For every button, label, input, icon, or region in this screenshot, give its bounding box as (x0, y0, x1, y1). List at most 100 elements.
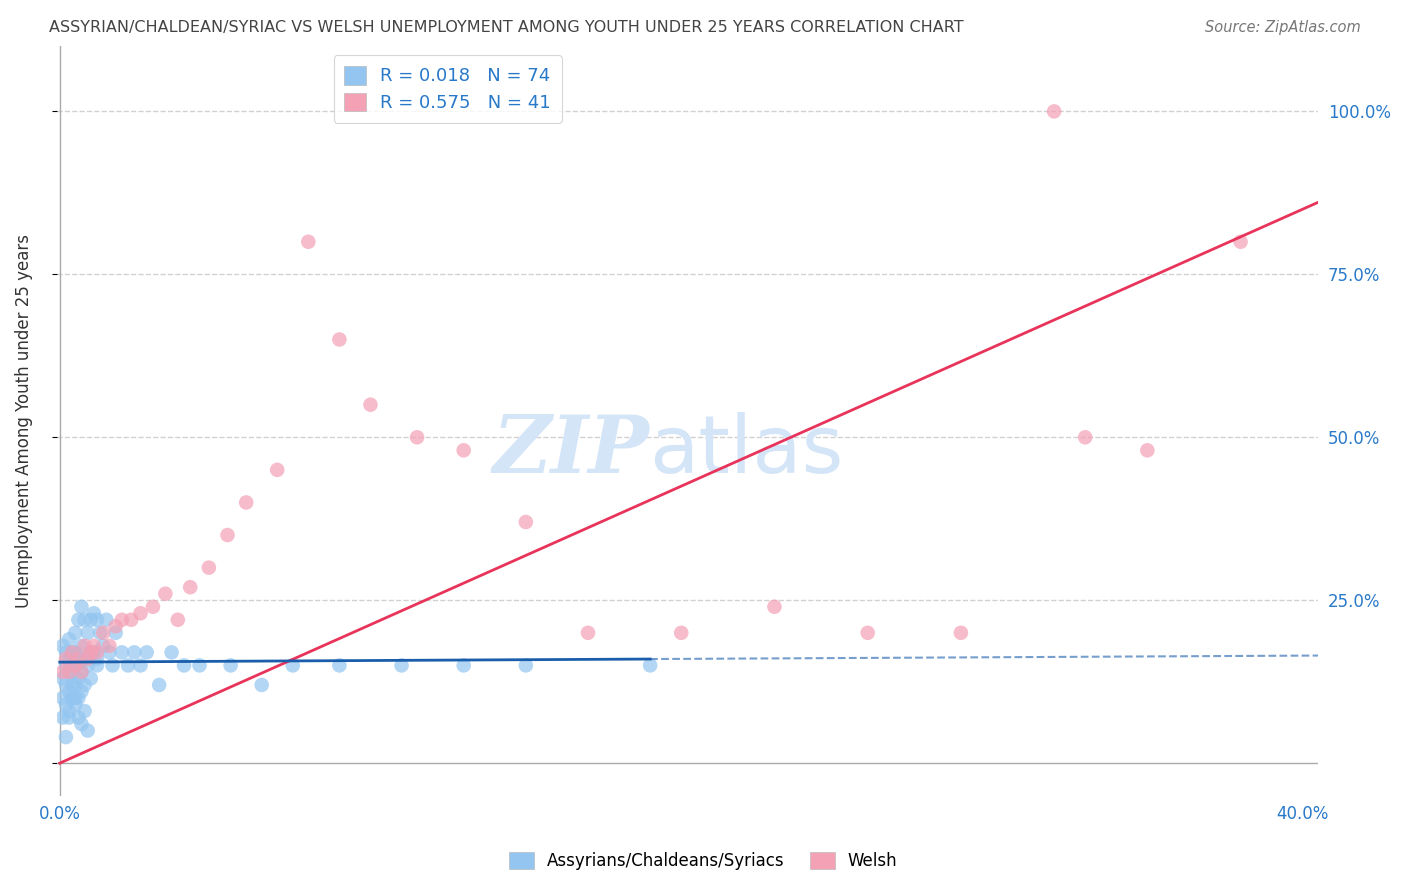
Point (135, 645, 157, 659)
Point (328, 658, 350, 673)
Point (73, 704, 96, 718)
Point (359, 398, 381, 412)
Point (297, 235, 319, 249)
Text: ZIP: ZIP (492, 412, 650, 490)
Point (52, 639, 75, 653)
Point (52, 710, 75, 724)
Point (76, 625, 98, 640)
Point (129, 658, 152, 673)
Point (60, 691, 83, 706)
Point (219, 658, 242, 673)
Point (1074, 430, 1097, 444)
Point (70, 665, 93, 679)
Point (111, 645, 134, 659)
Point (52, 672, 75, 686)
Point (406, 430, 429, 444)
Point (179, 580, 201, 594)
Point (281, 658, 304, 673)
Point (96, 613, 118, 627)
Point (120, 613, 142, 627)
Point (266, 463, 288, 477)
Point (55, 730, 77, 744)
Y-axis label: Unemployment Among Youth under 25 years: Unemployment Among Youth under 25 years (15, 234, 32, 608)
Point (70, 665, 93, 679)
Point (124, 645, 146, 659)
Point (52, 691, 75, 706)
Point (65, 691, 87, 706)
Point (104, 625, 127, 640)
Point (148, 678, 170, 692)
Point (104, 619, 127, 633)
Point (55, 678, 77, 692)
Point (67, 652, 90, 666)
Point (173, 658, 195, 673)
Point (55, 652, 77, 666)
Point (217, 528, 239, 542)
Point (83, 645, 105, 659)
Point (55, 698, 77, 712)
Point (155, 587, 177, 601)
Point (73, 613, 96, 627)
Point (65, 625, 87, 640)
Point (73, 639, 96, 653)
Point (515, 515, 537, 529)
Point (70, 717, 93, 731)
Point (98, 639, 121, 653)
Point (67, 691, 90, 706)
Point (67, 672, 90, 686)
Point (671, 625, 693, 640)
Point (60, 645, 83, 659)
Point (117, 658, 139, 673)
Point (101, 658, 124, 673)
Point (76, 652, 98, 666)
Point (1136, 443, 1159, 458)
Point (86, 645, 108, 659)
Point (763, 599, 786, 614)
Point (60, 691, 83, 706)
Point (65, 658, 87, 673)
Text: Source: ZipAtlas.com: Source: ZipAtlas.com (1205, 20, 1361, 35)
Point (576, 625, 599, 640)
Point (515, 658, 537, 673)
Point (55, 658, 77, 673)
Point (70, 639, 93, 653)
Point (73, 678, 96, 692)
Point (65, 698, 87, 712)
Point (73, 652, 96, 666)
Point (58, 684, 80, 698)
Point (98, 645, 121, 659)
Legend: Assyrians/Chaldeans/Syriacs, Welsh: Assyrians/Chaldeans/Syriacs, Welsh (502, 845, 904, 877)
Point (856, 625, 879, 640)
Point (80, 645, 103, 659)
Point (58, 704, 80, 718)
Point (1229, 235, 1251, 249)
Point (60, 665, 83, 679)
Point (86, 613, 108, 627)
Point (188, 658, 211, 673)
Point (58, 632, 80, 647)
Point (83, 639, 105, 653)
Point (166, 613, 188, 627)
Point (91, 625, 114, 640)
Point (328, 333, 350, 347)
Point (198, 560, 221, 574)
Point (86, 652, 108, 666)
Legend: R = 0.018   N = 74, R = 0.575   N = 41: R = 0.018 N = 74, R = 0.575 N = 41 (333, 55, 562, 123)
Point (65, 645, 87, 659)
Point (65, 658, 87, 673)
Point (91, 639, 114, 653)
Point (58, 665, 80, 679)
Point (89, 625, 111, 640)
Point (60, 645, 83, 659)
Text: ASSYRIAN/CHALDEAN/SYRIAC VS WELSH UNEMPLOYMENT AMONG YOUTH UNDER 25 YEARS CORREL: ASSYRIAN/CHALDEAN/SYRIAC VS WELSH UNEMPL… (49, 20, 965, 35)
Point (453, 658, 475, 673)
Point (52, 665, 75, 679)
Point (83, 607, 105, 621)
Point (235, 495, 257, 509)
Point (58, 652, 80, 666)
Point (142, 599, 165, 614)
Point (76, 723, 98, 738)
Point (70, 684, 93, 698)
Point (453, 443, 475, 458)
Point (65, 678, 87, 692)
